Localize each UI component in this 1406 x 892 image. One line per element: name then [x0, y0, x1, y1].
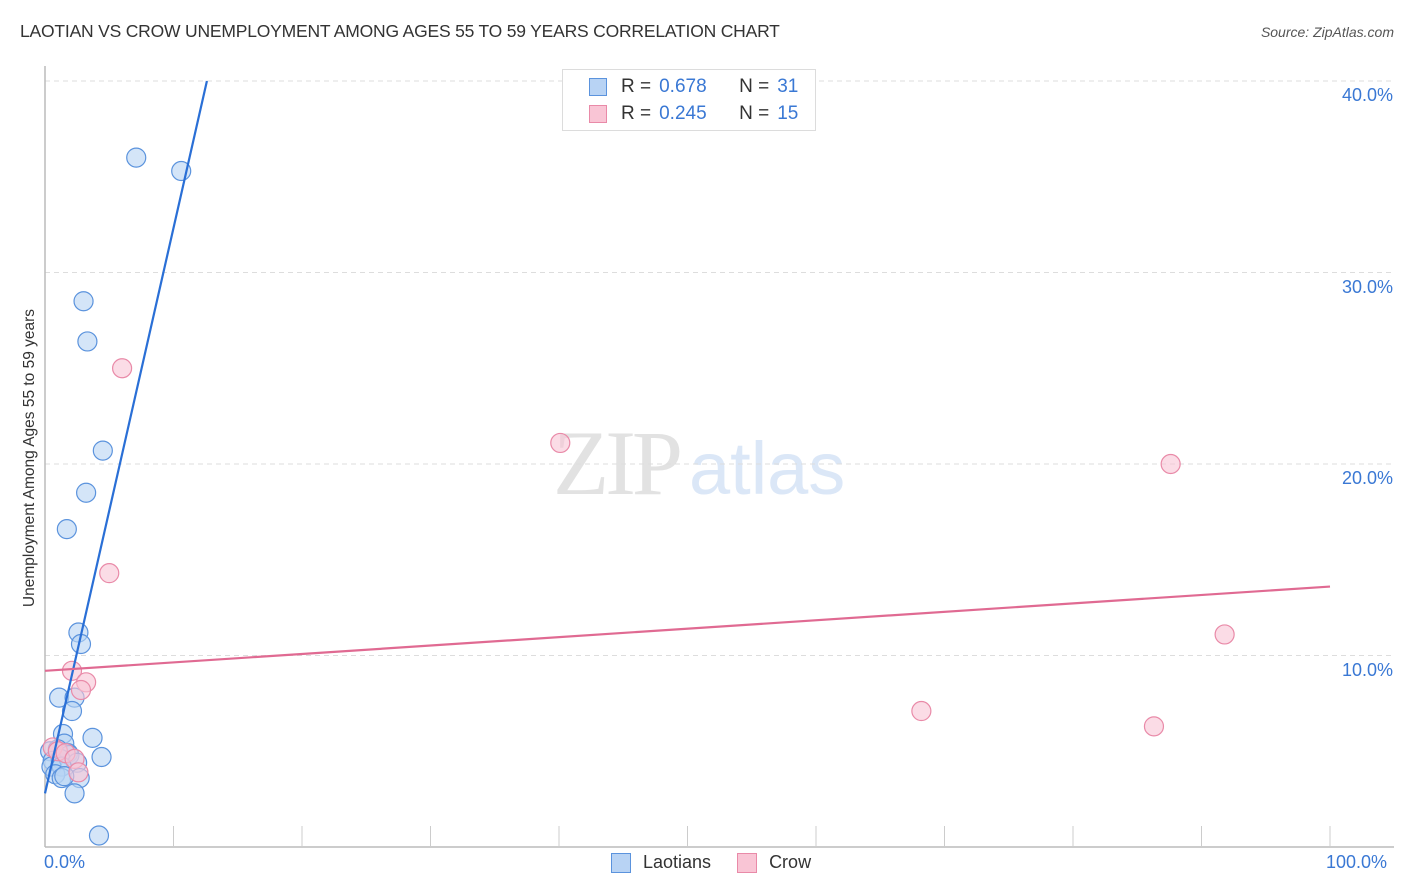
n-label: N = — [739, 103, 770, 124]
laotians-point — [64, 783, 85, 804]
laotians-point — [61, 700, 83, 722]
legend-item-laotians[interactable]: Laotians — [611, 852, 711, 873]
crow-point — [1143, 716, 1165, 737]
legend-label-crow: Crow — [769, 852, 812, 872]
laotians-point — [73, 291, 94, 312]
crow-point — [111, 358, 133, 379]
x-tick-100: 100.0% — [1326, 852, 1388, 872]
y-tick-10: 10.0% — [1341, 660, 1393, 680]
legend-item-crow[interactable]: Crow — [737, 852, 811, 873]
r-value: 0.678 — [659, 76, 707, 97]
crow-swatch — [737, 852, 758, 873]
laotians-trendline — [43, 80, 208, 794]
series-legend: Laotians Crow — [611, 852, 837, 873]
watermark-zip: ZIP — [553, 412, 683, 514]
r-label: R = — [621, 103, 652, 124]
n-value: 15 — [777, 103, 799, 124]
laotians-point — [76, 482, 97, 503]
crow-point — [68, 762, 89, 783]
crow-point — [1214, 624, 1235, 645]
x-tick-0: 0.0% — [44, 852, 86, 872]
legend-row-laotians: R = 0.678 N = 31 — [589, 76, 798, 98]
watermark: ZIP atlas — [553, 410, 845, 516]
y-tick-30: 30.0% — [1341, 277, 1393, 297]
laotians-point — [82, 727, 103, 748]
laotians-point — [77, 331, 98, 352]
crow-point — [550, 432, 571, 454]
n-value: 31 — [777, 76, 799, 97]
laotians-swatch — [589, 78, 607, 96]
legend-label-laotians: Laotians — [643, 852, 712, 872]
laotians-swatch — [611, 852, 631, 873]
legend-row-crow: R = 0.245 N = 15 — [589, 103, 798, 125]
source-label: Source: ZipAtlas.com — [1260, 24, 1394, 40]
watermark-atlas: atlas — [689, 427, 846, 510]
chart-title: LAOTIAN VS CROW UNEMPLOYMENT AMONG AGES … — [20, 21, 780, 41]
laotians-point — [92, 440, 113, 461]
crow-point — [99, 563, 120, 584]
crow-swatch — [589, 105, 607, 123]
laotians-point — [56, 519, 77, 540]
crow-trendline — [44, 585, 1331, 672]
r-label: R = — [621, 76, 652, 97]
y-tick-40: 40.0% — [1341, 85, 1393, 105]
y-tick-20: 20.0% — [1341, 468, 1393, 488]
crow-point — [911, 700, 932, 722]
laotians-point — [126, 147, 147, 168]
correlation-legend: R = 0.678 N = 31 R = 0.245 N = 15 — [562, 69, 816, 131]
n-label: N = — [739, 76, 770, 97]
crow-point — [70, 679, 92, 701]
laotians-point — [88, 825, 110, 846]
y-axis-label: Unemployment Among Ages 55 to 59 years — [21, 308, 38, 608]
laotians-point — [91, 746, 112, 768]
r-value: 0.245 — [659, 103, 707, 124]
crow-point — [1160, 453, 1181, 475]
